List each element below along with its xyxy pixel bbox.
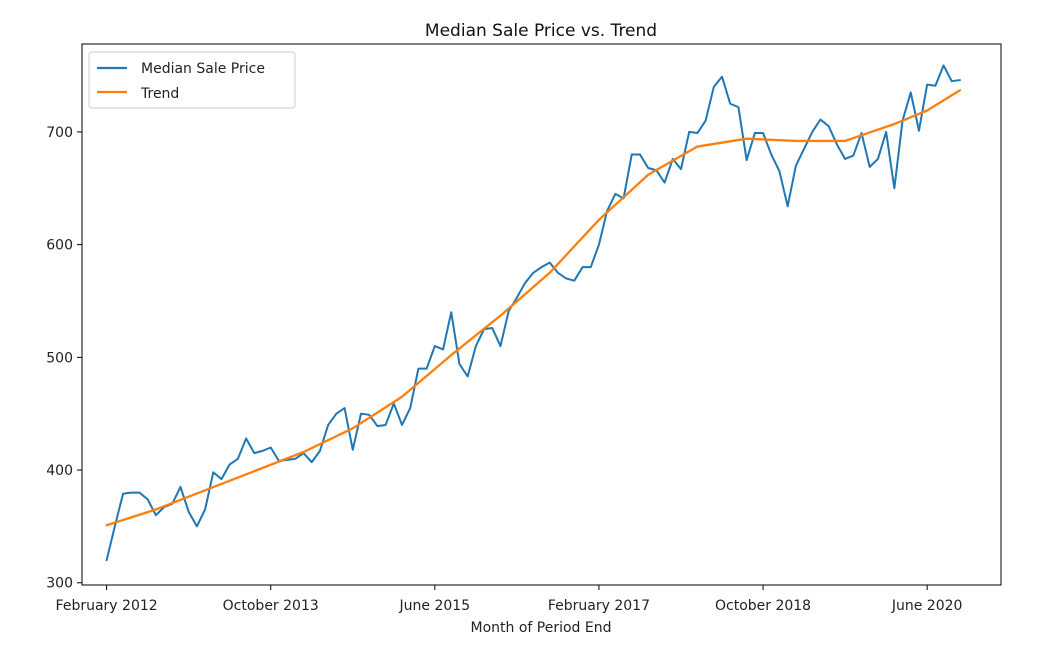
y-axis: 300 400 500 600 700: [46, 125, 82, 592]
y-tick-label-600: 600: [46, 238, 73, 254]
y-tick-label-700: 700: [46, 125, 73, 141]
x-tick-label-october-2013: October 2013: [223, 598, 319, 614]
legend-label-trend: Trend: [140, 86, 179, 102]
series-line-trend: [105, 89, 962, 527]
series-line-median-sale-price: [105, 64, 961, 562]
x-axis-label: Month of Period End: [471, 620, 612, 636]
x-axis: February 2012 October 2013 June 2015 Februa…: [56, 585, 963, 614]
legend-box: [88, 51, 296, 109]
legend-label-median-sale-price: Median Sale Price: [141, 61, 265, 77]
series-layer: [105, 64, 962, 562]
y-tick-label-500: 500: [46, 350, 73, 366]
legend: Median Sale Price Trend: [88, 51, 296, 109]
plot-frame: [81, 43, 1002, 586]
x-tick-label-february-2017: February 2017: [548, 598, 650, 614]
x-tick-label-june-2020: June 2020: [891, 598, 963, 614]
plot-area: [81, 43, 1002, 586]
y-tick-label-400: 400: [46, 463, 73, 479]
x-tick-label-june-2015: June 2015: [399, 598, 471, 614]
chart-title: Median Sale Price vs. Trend: [425, 21, 657, 41]
x-tick-label-october-2018: October 2018: [715, 598, 811, 614]
y-tick-label-300: 300: [46, 576, 73, 592]
x-tick-label-february-2012: February 2012: [56, 598, 158, 614]
